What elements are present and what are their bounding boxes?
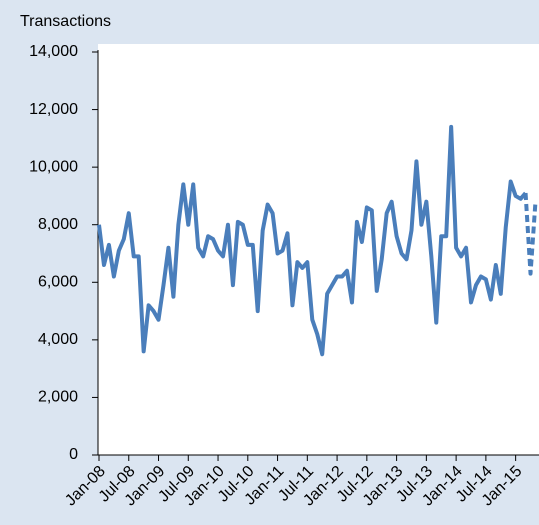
y-axis-title: Transactions (20, 13, 111, 30)
y-tick-label: 14,000 (29, 43, 78, 60)
y-tick-label: 4,000 (38, 331, 78, 348)
y-tick-label: 2,000 (38, 389, 78, 406)
y-tick-label: 0 (69, 446, 78, 463)
y-tick-label: 10,000 (29, 158, 78, 175)
y-tick-label: 12,000 (29, 101, 78, 118)
y-tick-label: 8,000 (38, 216, 78, 233)
plot-area (98, 44, 539, 455)
line-series (97, 124, 528, 357)
y-tick-label: 6,000 (38, 274, 78, 291)
line-series (523, 192, 538, 276)
